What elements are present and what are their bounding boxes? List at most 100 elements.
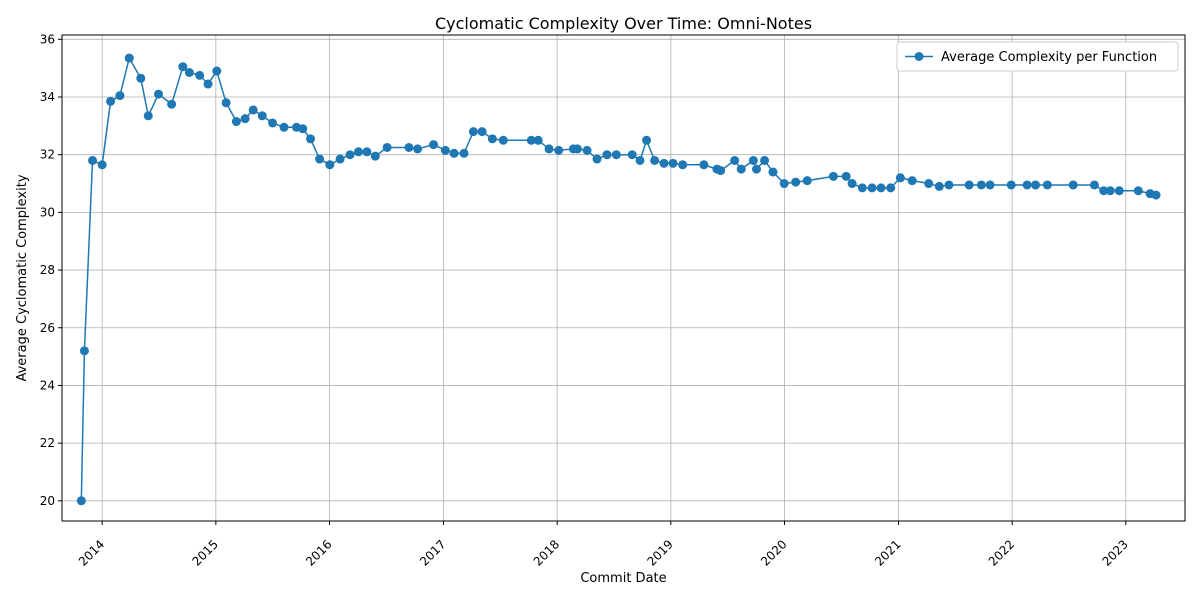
- legend-box: [896, 41, 1179, 72]
- data-point: [498, 135, 508, 145]
- data-point: [768, 167, 778, 177]
- y-ticks: 20 22 24 26 28 30 32 34 36: [40, 32, 62, 508]
- x-tick-label: 2023: [1099, 537, 1130, 568]
- data-point: [944, 180, 954, 190]
- data-point: [876, 183, 886, 193]
- data-point: [1089, 180, 1099, 190]
- data-point: [668, 158, 678, 168]
- data-point: [678, 160, 688, 170]
- data-point: [544, 144, 554, 154]
- data-point: [582, 145, 592, 155]
- y-tick-label: 26: [40, 321, 55, 335]
- data-point: [867, 183, 877, 193]
- data-point: [730, 155, 740, 165]
- data-point: [154, 89, 164, 99]
- data-point: [1006, 180, 1016, 190]
- series-marker-layer: [76, 53, 1161, 506]
- data-point: [659, 158, 669, 168]
- y-tick-label: 34: [40, 90, 55, 104]
- y-tick-label: 20: [40, 494, 55, 508]
- data-point: [279, 122, 289, 132]
- data-point: [886, 183, 896, 193]
- data-point: [779, 179, 789, 189]
- data-point: [240, 114, 250, 124]
- x-tick-label: 2018: [531, 537, 562, 568]
- data-point: [212, 66, 222, 76]
- grid: [62, 35, 1185, 521]
- data-point: [440, 145, 450, 155]
- data-point: [257, 111, 267, 121]
- y-tick-label: 24: [40, 378, 55, 392]
- data-point: [477, 127, 487, 137]
- data-point: [699, 160, 709, 170]
- data-point: [459, 148, 469, 158]
- data-point: [115, 91, 125, 101]
- x-tick-label: 2020: [758, 537, 789, 568]
- data-point: [124, 53, 134, 63]
- data-point: [748, 155, 758, 165]
- data-point: [791, 177, 801, 187]
- x-tick-label: 2019: [644, 537, 675, 568]
- data-point: [429, 140, 439, 150]
- data-point: [642, 135, 652, 145]
- data-point: [828, 171, 838, 181]
- data-point: [841, 171, 851, 181]
- y-tick-label: 22: [40, 436, 55, 450]
- x-tick-label: 2021: [872, 537, 903, 568]
- data-point: [907, 176, 917, 186]
- x-tick-label: 2016: [303, 537, 334, 568]
- data-point: [88, 155, 98, 165]
- data-point: [231, 117, 241, 127]
- data-point: [315, 154, 325, 164]
- data-point: [325, 160, 335, 170]
- x-ticks: 2014 2015 2016 2017 2018 2019 2020 2021 2022 2023: [76, 521, 1131, 569]
- data-point: [1114, 186, 1124, 196]
- data-point: [751, 164, 761, 174]
- data-point: [136, 73, 146, 83]
- data-point: [167, 99, 177, 109]
- legend: Average Complexity per Function: [896, 41, 1179, 72]
- series-line: [80, 57, 1157, 501]
- y-axis-label: Average Cyclomatic Complexity: [15, 174, 30, 381]
- data-point: [1105, 186, 1115, 196]
- legend-entry-label: Average Complexity per Function: [941, 50, 1157, 65]
- data-point: [79, 346, 89, 356]
- data-point: [195, 70, 205, 80]
- chart-title: Cyclomatic Complexity Over Time: Omni-No…: [435, 14, 812, 33]
- data-point: [370, 151, 380, 161]
- data-point: [298, 124, 308, 134]
- data-point: [362, 147, 372, 157]
- data-point: [1151, 190, 1161, 200]
- legend-marker-swatch: [914, 52, 924, 61]
- data-point: [1099, 186, 1109, 196]
- data-point: [592, 154, 602, 164]
- data-point: [572, 144, 582, 154]
- data-point: [1068, 180, 1078, 190]
- data-point: [602, 150, 612, 160]
- data-point: [268, 118, 278, 128]
- data-point: [184, 68, 194, 77]
- data-point: [143, 111, 153, 121]
- y-tick-label: 28: [40, 263, 55, 277]
- data-point: [857, 183, 867, 193]
- data-point: [533, 135, 543, 145]
- data-point: [413, 144, 423, 154]
- data-point: [526, 135, 536, 145]
- data-point: [382, 142, 392, 152]
- data-point: [1133, 186, 1143, 196]
- y-tick-label: 32: [40, 148, 55, 162]
- data-point: [924, 179, 934, 189]
- data-point: [345, 150, 355, 160]
- x-tick-label: 2017: [417, 537, 448, 568]
- data-point: [847, 179, 857, 189]
- data-point: [203, 79, 213, 89]
- x-tick-label: 2015: [189, 537, 220, 568]
- data-point: [178, 62, 188, 72]
- data-point: [487, 134, 497, 144]
- y-tick-label: 36: [40, 32, 55, 46]
- x-tick-label: 2022: [986, 537, 1017, 568]
- data-point: [985, 180, 995, 190]
- data-point: [221, 98, 231, 108]
- data-point: [404, 142, 414, 152]
